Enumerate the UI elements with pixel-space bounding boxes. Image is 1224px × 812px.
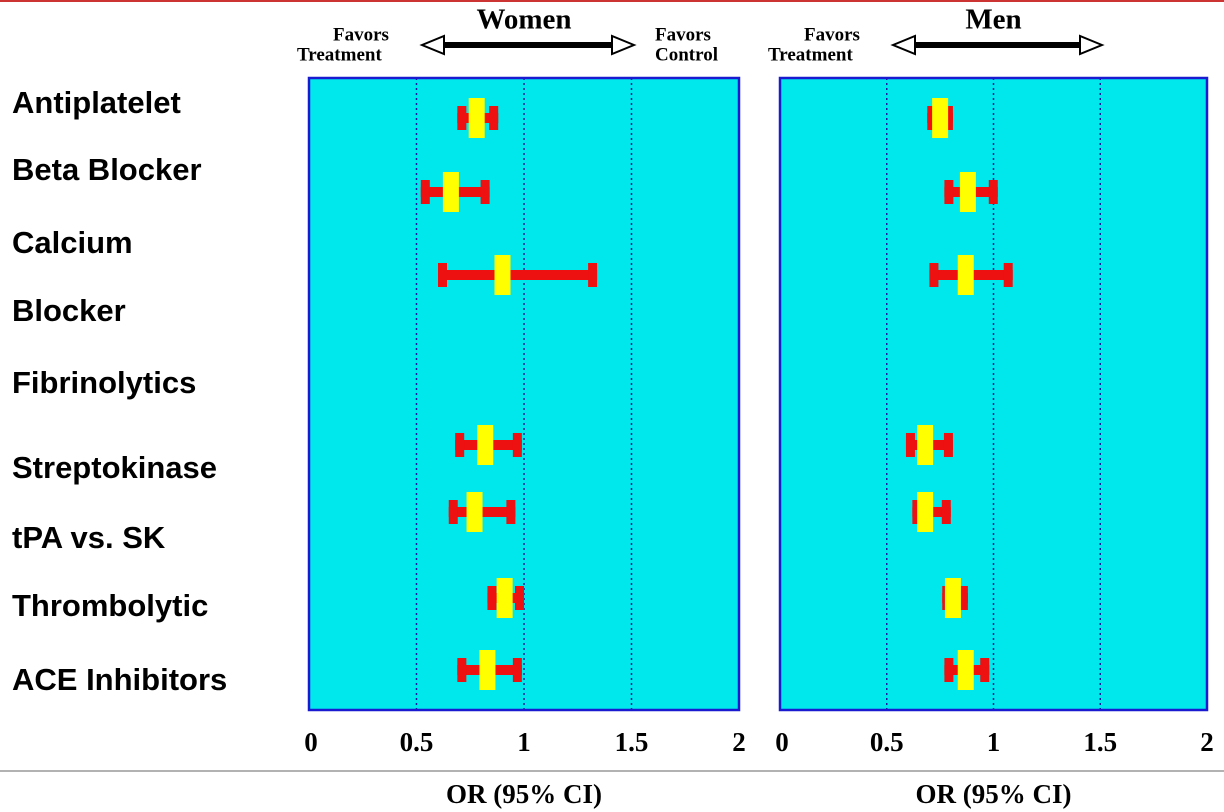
left-annotation: Favors: [333, 24, 389, 45]
ci-bar: [438, 270, 598, 280]
ci-cap-high: [958, 586, 968, 610]
point-estimate: [477, 425, 494, 465]
x-tick-label: 0: [304, 727, 318, 757]
ci-cap-high: [480, 180, 490, 204]
plot-border: [307, 76, 741, 712]
row-label: Beta Blocker: [12, 152, 202, 187]
ci-cap-low: [457, 658, 467, 682]
ci-cap-high: [588, 263, 598, 287]
x-tick-label: 2: [1200, 727, 1214, 757]
ci-cap-high: [941, 500, 951, 524]
arrow-head-left: [419, 34, 445, 56]
ci-cap-high: [980, 658, 990, 682]
ci-cap-low: [438, 263, 447, 287]
x-tick-label: 1.5: [615, 727, 649, 757]
ci-cap-high: [943, 106, 953, 130]
left-annotation: Favors: [804, 24, 860, 45]
row-label: Thrombolytic: [12, 588, 208, 623]
row-label: Calcium: [12, 225, 133, 260]
plot-border: [778, 76, 1209, 712]
ci-cap-high: [943, 433, 953, 457]
ci-cap-low: [457, 106, 467, 130]
ci-cap-low: [944, 658, 954, 682]
ci-cap-low: [912, 500, 922, 524]
right-annotation: Favors: [655, 24, 711, 45]
ci-cap-high: [489, 106, 499, 130]
x-tick-label: 1: [987, 727, 1001, 757]
ci-cap-low: [487, 586, 497, 610]
ci-cap-high: [512, 658, 522, 682]
point-estimate: [917, 492, 934, 532]
point-estimate: [917, 425, 934, 465]
point-estimate: [442, 172, 459, 212]
x-tick-label: 2: [732, 727, 746, 757]
ci-cap-low: [420, 180, 430, 204]
ci-cap-low: [929, 263, 939, 287]
ci-cap-high: [515, 586, 524, 610]
ci-cap-high: [512, 433, 522, 457]
point-estimate: [932, 98, 949, 138]
point-estimate: [496, 578, 513, 618]
point-estimate: [957, 650, 974, 690]
ci-cap-low: [944, 180, 954, 204]
ci-cap-high: [1003, 263, 1013, 287]
row-label: Antiplatelet: [12, 85, 181, 120]
row-label: tPA vs. SK: [12, 520, 166, 555]
x-axis-title: OR (95% CI): [446, 779, 602, 809]
ci-cap-low: [455, 433, 465, 457]
x-axis-title: OR (95% CI): [916, 779, 1072, 809]
x-tick-label: 0.5: [870, 727, 904, 757]
arrow-head-right: [611, 34, 637, 56]
ci-cap-low: [905, 433, 915, 457]
point-estimate: [959, 172, 976, 212]
arrow-head-left: [890, 34, 916, 56]
point-estimate: [466, 492, 483, 532]
point-estimate: [957, 255, 974, 295]
ci-cap-low: [448, 500, 458, 524]
x-tick-label: 1: [517, 727, 531, 757]
row-label: Fibrinolytics: [12, 365, 196, 400]
ci-cap-high: [506, 500, 516, 524]
left-annotation: Treatment: [768, 44, 853, 65]
ci-cap-high: [988, 180, 998, 204]
point-estimate: [944, 578, 961, 618]
point-estimate: [479, 650, 496, 690]
x-tick-label: 1.5: [1083, 727, 1117, 757]
point-estimate: [468, 98, 485, 138]
row-label: Blocker: [12, 293, 126, 328]
panel-title: Men: [965, 4, 1021, 36]
x-tick-label: 0: [775, 727, 789, 757]
ci-cap-low: [927, 106, 937, 130]
panel-title: Women: [476, 4, 571, 36]
x-tick-label: 0.5: [400, 727, 434, 757]
row-label: ACE Inhibitors: [12, 662, 227, 697]
left-annotation: Treatment: [297, 44, 382, 65]
row-label: Streptokinase: [12, 450, 217, 485]
point-estimate: [494, 255, 511, 295]
arrow-head-right: [1079, 34, 1105, 56]
right-annotation: Control: [655, 44, 718, 65]
